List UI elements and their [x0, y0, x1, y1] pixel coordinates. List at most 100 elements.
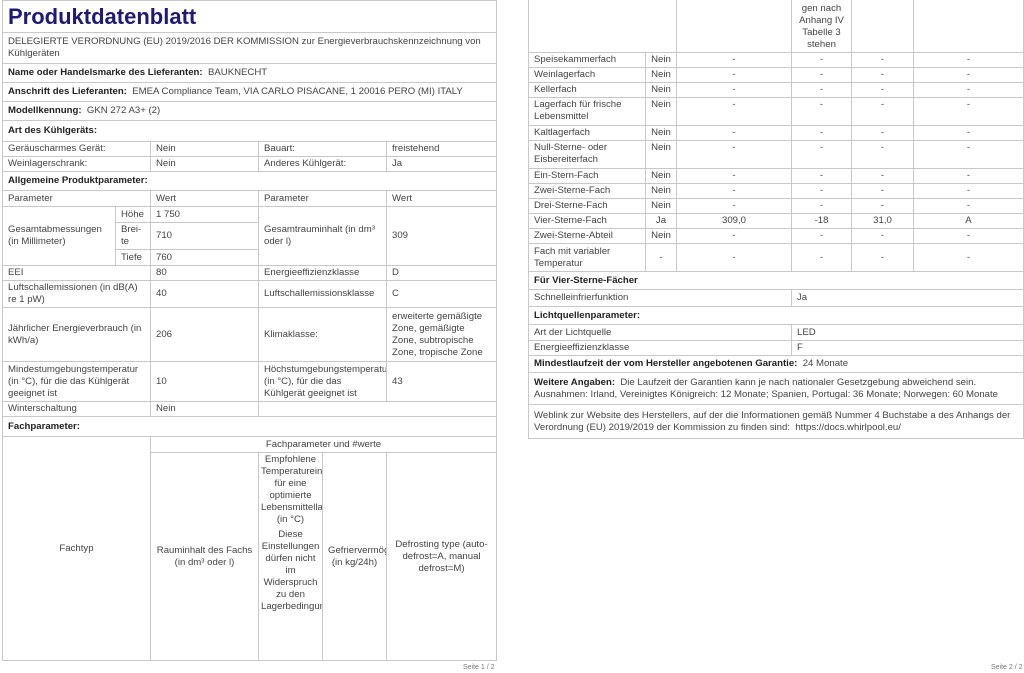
- compartment-row: Fach mit variabler Temperatur - - - - -: [528, 243, 1024, 272]
- compartment-defrost: -: [913, 168, 1024, 184]
- compartment-freeze: -: [851, 97, 914, 126]
- col-parameter-2: Parameter: [258, 190, 387, 207]
- max-temp-label: Höchstumgebungstemperatur (in °C), für d…: [258, 361, 387, 402]
- height-value: 1 750: [150, 206, 259, 223]
- compartment-row: Speisekammerfach Nein - - - -: [528, 52, 1024, 68]
- eei-value: 80: [150, 265, 259, 281]
- min-temp-value: 10: [150, 361, 259, 402]
- compartment-type: Weinlagerfach: [528, 67, 646, 83]
- compartment-present: -: [645, 243, 677, 272]
- compartment-present: Ja: [645, 213, 677, 229]
- compartment-defrost: -: [913, 183, 1024, 199]
- compartment-row: Null-Sterne- oder Eisbereiterfach Nein - - -…: [528, 140, 1024, 169]
- compartment-temp: -: [791, 183, 852, 199]
- compartment-type: Lagerfach für frische Lebensmittel: [528, 97, 646, 126]
- compartment-present: Nein: [645, 97, 677, 126]
- light-class-value: F: [791, 340, 1024, 356]
- compartment-defrost: -: [913, 67, 1024, 83]
- low-noise-label: Geräuscharmes Gerät:: [2, 141, 151, 157]
- compartment-present: Nein: [645, 52, 677, 68]
- other-appliance-label: Anderes Kühlgerät:: [258, 156, 387, 172]
- compartment-volume: -: [676, 168, 792, 184]
- compartment-freeze: -: [851, 52, 914, 68]
- general-heading: Allgemeine Produktparameter:: [1, 171, 498, 191]
- compartment-freeze: -: [851, 67, 914, 83]
- eei-label: EEI: [2, 265, 151, 281]
- compartment-type: Kellerfach: [528, 82, 646, 98]
- comp-temp-header-cell: Empfohlene Temperatureinstellung für ein…: [258, 452, 323, 661]
- noise-class-label: Luftschallemissionsklasse: [258, 280, 387, 308]
- compartment-defrost: -: [913, 140, 1024, 169]
- model-id: GKN 272 A3+ (2): [86, 105, 161, 116]
- compartment-row: Lagerfach für frische Lebensmittel Nein - -…: [528, 97, 1024, 126]
- compartment-type-header: Fachtyp: [2, 436, 151, 661]
- compartment-volume: -: [676, 52, 792, 68]
- compartment-temp: -: [791, 97, 852, 126]
- compartment-type: Fach mit variabler Temperatur: [528, 243, 646, 272]
- page-number-2: Seite 2 / 2: [991, 664, 1023, 671]
- compartment-values-header: Fachparameter und #werte: [149, 436, 498, 453]
- compartment-temp: -: [791, 228, 852, 244]
- more-info-label: Weitere Angaben:: [534, 376, 616, 388]
- comp-defrost-header: Defrosting type (auto-defrost=A, manual …: [385, 452, 498, 661]
- energy-class-label: Energieeffizienzklasse: [258, 265, 387, 281]
- compartment-freeze: -: [851, 82, 914, 98]
- comp-temp-note: Diese Einstellungen dürfen nicht im Wide…: [261, 529, 323, 612]
- compartment-defrost: -: [913, 52, 1024, 68]
- warranty-label: Mindestlaufzeit der vom Hersteller angeb…: [534, 358, 798, 369]
- more-info-row: Weitere Angaben: Die Laufzeit der Garant…: [528, 372, 1024, 405]
- col-value: Wert: [150, 190, 259, 207]
- comp-freeze-header: Gefriervermögen (in kg/24h): [322, 452, 387, 661]
- winter-value: Nein: [150, 401, 259, 417]
- width-value: 710: [150, 222, 259, 250]
- warranty-row: Mindestlaufzeit der vom Hersteller angeb…: [528, 355, 1024, 373]
- compartment-row: Ein-Stern-Fach Nein - - - -: [528, 168, 1024, 184]
- compartment-defrost: -: [913, 82, 1024, 98]
- wine-cabinet-label: Weinlagerschrank:: [2, 156, 151, 172]
- weblink-url[interactable]: https://docs.whirlpool.eu/: [795, 421, 901, 433]
- wine-cabinet-value: Nein: [150, 156, 259, 172]
- compartment-present: Nein: [645, 125, 677, 141]
- page-title: Produktdatenblatt: [1, 0, 498, 33]
- compartment-temp: -18: [791, 213, 852, 229]
- width-label: Brei-te: [115, 222, 151, 250]
- compartment-row: Weinlagerfach Nein - - - -: [528, 67, 1024, 83]
- compartment-type: Ein-Stern-Fach: [528, 168, 646, 184]
- four-star-heading: Für Vier-Sterne-Fächer: [528, 271, 1024, 290]
- compartment-volume: -: [676, 228, 792, 244]
- light-type-value: LED: [791, 324, 1024, 341]
- compartment-present: Nein: [645, 67, 677, 83]
- supplier-name: BAUKNECHT: [207, 67, 268, 78]
- col-parameter: Parameter: [2, 190, 151, 207]
- compartment-freeze: -: [851, 125, 914, 141]
- warranty-value: 24 Monate: [802, 358, 849, 369]
- compartment-type: Drei-Sterne-Fach: [528, 198, 646, 214]
- compartment-temp: -: [791, 52, 852, 68]
- compartment-volume: -: [676, 125, 792, 141]
- other-appliance-value: Ja: [385, 156, 498, 172]
- compartment-defrost: A: [913, 213, 1024, 229]
- compartment-defrost: -: [913, 125, 1024, 141]
- compartment-freeze: -: [851, 140, 914, 169]
- min-temp-label: Mindestumgebungstemperatur (in °C), für …: [2, 361, 151, 402]
- compartment-row: Kaltlagerfach Nein - - - -: [528, 125, 1024, 141]
- compartment-volume: -: [676, 183, 792, 199]
- compartment-row: Zwei-Sterne-Abteil Nein - - - -: [528, 228, 1024, 244]
- compartment-freeze: -: [851, 198, 914, 214]
- compartment-defrost: -: [913, 198, 1024, 214]
- supplier-address-row: Anschrift des Lieferanten: EMEA Complian…: [1, 82, 498, 102]
- type-heading: Art des Kühlgeräts:: [1, 120, 498, 142]
- low-noise-value: Nein: [150, 141, 259, 157]
- compartment-heading: Fachparameter:: [1, 416, 498, 437]
- product-sheet-page-1: Produktdatenblatt DELEGIERTE VERORDNUNG …: [1, 0, 498, 661]
- weblink-row: Weblink zur Website des Herstellers, auf…: [528, 404, 1024, 439]
- col-value-2: Wert: [385, 190, 498, 207]
- weblink-text: Weblink zur Website des Herstellers, auf…: [534, 409, 1011, 433]
- compartment-defrost: -: [913, 243, 1024, 272]
- compartment-row: Kellerfach Nein - - - -: [528, 82, 1024, 98]
- compartment-present: Nein: [645, 198, 677, 214]
- compartment-freeze: -: [851, 168, 914, 184]
- compartment-freeze: 31,0: [851, 213, 914, 229]
- supplier-name-label: Name oder Handelsmarke des Lieferanten:: [8, 67, 203, 78]
- compartment-volume: 309,0: [676, 213, 792, 229]
